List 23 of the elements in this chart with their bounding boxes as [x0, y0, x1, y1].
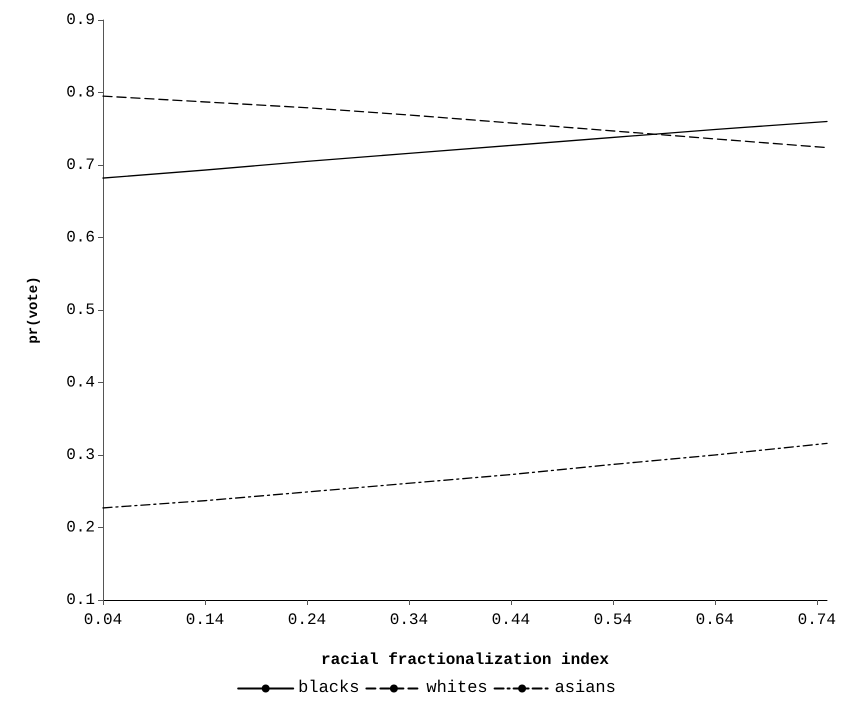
- x-tick-label: 0.34: [390, 611, 428, 629]
- y-tick-label: 0.9: [66, 11, 95, 29]
- y-tick-label: 0.2: [66, 518, 95, 536]
- x-tick-label: 0.44: [492, 611, 530, 629]
- legend-label: whites: [426, 679, 488, 698]
- y-tick-label: 0.4: [66, 374, 95, 392]
- y-tick-label: 0.7: [66, 156, 95, 174]
- legend-label: asians: [554, 679, 616, 698]
- x-tick-label: 0.64: [696, 611, 734, 629]
- y-tick-label: 0.1: [66, 591, 95, 609]
- y-tick-label: 0.3: [66, 446, 95, 464]
- x-tick-label: 0.14: [186, 611, 224, 629]
- line-series: [102, 442, 828, 509]
- y-tick-label: 0.6: [66, 228, 95, 246]
- x-tick-label: 0.04: [84, 611, 122, 629]
- legend-label: blacks: [298, 679, 360, 698]
- x-tick-label: 0.54: [594, 611, 632, 629]
- y-tick-label: 0.5: [66, 301, 95, 319]
- y-tick-label: 0.8: [66, 84, 95, 102]
- y-axis-title: pr(vote): [26, 276, 42, 344]
- x-tick-label: 0.74: [798, 611, 836, 629]
- x-tick-label: 0.24: [288, 611, 326, 629]
- x-axis-title: racial fractionalization index: [320, 651, 610, 669]
